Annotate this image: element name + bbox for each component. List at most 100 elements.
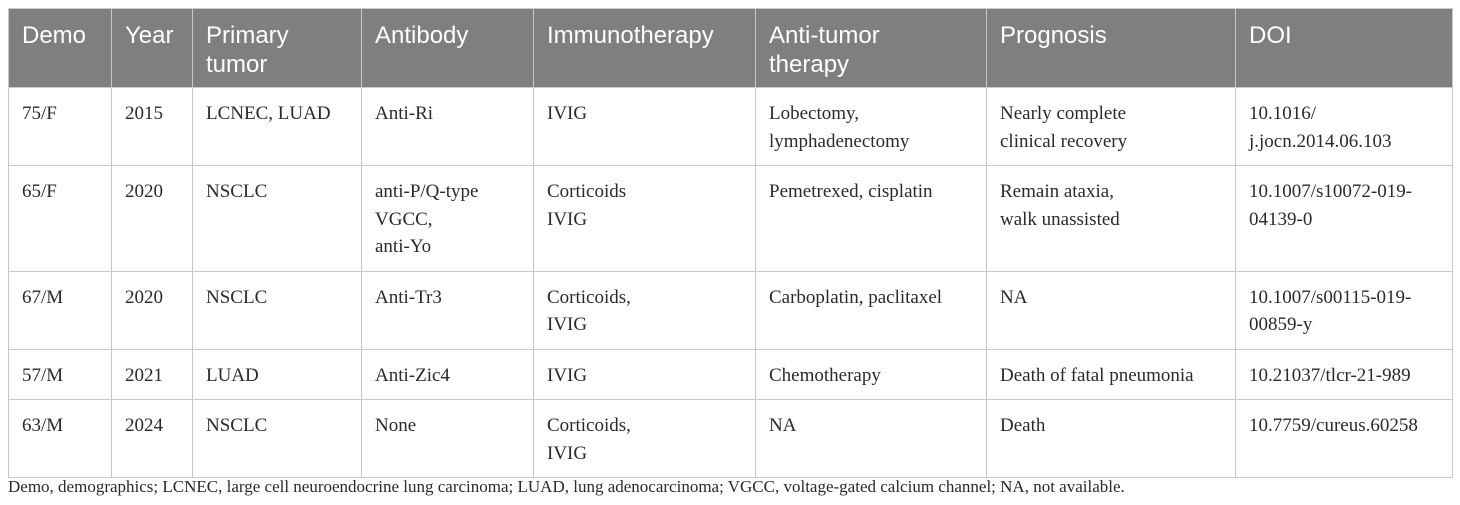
cell-text-line: 10.1007/s00115-019- bbox=[1249, 286, 1412, 308]
cell-antibody: Anti-Ri bbox=[361, 87, 534, 166]
cell-doi: 10.21037/tlcr-21-989 bbox=[1235, 348, 1453, 400]
table-row: 65/F 2020 NSCLC anti-P/Q-type VGCC, anti-Y… bbox=[8, 165, 1453, 272]
cell-text-line: j.jocn.2014.06.103 bbox=[1249, 130, 1392, 152]
cell-text-line: None bbox=[375, 415, 417, 436]
cell-text-line: Pemetrexed, cisplatin bbox=[769, 181, 933, 202]
table-row: 57/M 2021 LUAD Anti-Zic4 IVIG Chemothera… bbox=[8, 348, 1453, 400]
header-text-line: Demo bbox=[22, 22, 87, 49]
cell-text-line: LUAD bbox=[206, 364, 259, 386]
header-row: Demo Year Primary tumor Antibody Immunoth… bbox=[8, 8, 1453, 88]
cell-immunotherapy: Corticoids IVIG bbox=[533, 165, 756, 272]
cell-text-line: VGCC, bbox=[375, 208, 433, 230]
cell-text-line: NA bbox=[1000, 286, 1028, 308]
cell-text-line: Corticoids bbox=[547, 181, 627, 202]
cell-year: 2021 bbox=[111, 348, 193, 400]
cell-anti-tumor-therapy: Carboplatin, paclitaxel bbox=[755, 270, 987, 350]
table-header: Demo Year Primary tumor Antibody Immunoth… bbox=[8, 8, 1453, 88]
cell-text-line: walk unassisted bbox=[1000, 208, 1120, 230]
header-text-line: Antibody bbox=[375, 22, 469, 49]
cell-text-line: Chemotherapy bbox=[769, 364, 881, 386]
cell-primary-tumor: LUAD bbox=[192, 348, 362, 400]
cell-text-line: NSCLC bbox=[206, 286, 268, 308]
cell-primary-tumor: NSCLC bbox=[192, 270, 362, 350]
cell-text-line: IVIG bbox=[547, 442, 588, 464]
case-reports-table: Demo Year Primary tumor Antibody Immunoth… bbox=[8, 8, 1453, 478]
cell-text-line: 10.7759/cureus.60258 bbox=[1249, 415, 1418, 436]
cell-antibody: anti-P/Q-type VGCC, anti-Yo bbox=[361, 165, 534, 272]
cell-text-line: Anti-Zic4 bbox=[375, 364, 450, 386]
cell-antibody: Anti-Tr3 bbox=[361, 270, 534, 350]
cell-anti-tumor-therapy: NA bbox=[755, 399, 987, 478]
cell-immunotherapy: IVIG bbox=[533, 348, 756, 400]
cell-anti-tumor-therapy: Pemetrexed, cisplatin bbox=[755, 165, 987, 272]
cell-text-line: anti-Yo bbox=[375, 236, 432, 257]
cell-demo: 75/F bbox=[8, 87, 112, 166]
cell-anti-tumor-therapy: Lobectomy, lymphadenectomy bbox=[755, 87, 987, 166]
cell-year: 2020 bbox=[111, 165, 193, 272]
cell-text-line: Corticoids, bbox=[547, 415, 631, 436]
cell-text-line: clinical recovery bbox=[1000, 130, 1128, 152]
header-text-line: therapy bbox=[769, 51, 850, 78]
cell-text-line: Lobectomy, bbox=[769, 103, 860, 124]
cell-text-line: IVIG bbox=[547, 364, 588, 386]
cell-year: 2015 bbox=[111, 87, 193, 166]
cell-text-line: NSCLC bbox=[206, 415, 268, 436]
cell-demo: 65/F bbox=[8, 165, 112, 272]
cell-text-line: Anti-Tr3 bbox=[375, 286, 442, 308]
header-text-line: Anti-tumor bbox=[769, 22, 880, 49]
cell-text-line: 2020 bbox=[125, 286, 163, 308]
cell-text-line: Death bbox=[1000, 415, 1046, 436]
cell-doi: 10.1007/s00115-019- 00859-y bbox=[1235, 270, 1453, 350]
cell-text-line: 57/M bbox=[22, 364, 64, 386]
cell-text-line: 75/F bbox=[22, 103, 57, 124]
cell-text-line: 2024 bbox=[125, 415, 163, 436]
cell-primary-tumor: LCNEC, LUAD bbox=[192, 87, 362, 166]
cell-text-line: 10.21037/tlcr-21-989 bbox=[1249, 364, 1411, 386]
header-year: Year bbox=[111, 8, 193, 88]
cell-text-line: lymphadenectomy bbox=[769, 130, 910, 152]
cell-prognosis: NA bbox=[986, 270, 1236, 350]
cell-text-line: 10.1016/ bbox=[1249, 103, 1317, 124]
cell-text-line: IVIG bbox=[547, 103, 588, 124]
cell-text-line: 65/F bbox=[22, 181, 57, 202]
header-antibody: Antibody bbox=[361, 8, 534, 88]
header-text-line: DOI bbox=[1249, 22, 1292, 49]
cell-anti-tumor-therapy: Chemotherapy bbox=[755, 348, 987, 400]
cell-prognosis: Nearly complete clinical recovery bbox=[986, 87, 1236, 166]
cell-antibody: Anti-Zic4 bbox=[361, 348, 534, 400]
table-body: 75/F 2015 LCNEC, LUAD Anti-Ri IVIG Lobec… bbox=[8, 87, 1453, 478]
cell-text-line: Corticoids, bbox=[547, 286, 631, 308]
table-footnote: Demo, demographics; LCNEC, large cell ne… bbox=[8, 477, 1125, 496]
cell-text-line: IVIG bbox=[547, 314, 588, 335]
header-doi: DOI bbox=[1235, 8, 1453, 88]
cell-prognosis: Death of fatal pneumonia bbox=[986, 348, 1236, 400]
cell-text-line: 04139-0 bbox=[1249, 208, 1313, 230]
cell-text-line: Anti-Ri bbox=[375, 103, 434, 124]
header-demo: Demo bbox=[8, 8, 112, 88]
cell-text-line: 10.1007/s10072-019- bbox=[1249, 181, 1413, 202]
header-anti-tumor-therapy: Anti-tumor therapy bbox=[755, 8, 987, 88]
cell-prognosis: Remain ataxia, walk unassisted bbox=[986, 165, 1236, 272]
cell-text-line: 2021 bbox=[125, 364, 163, 386]
cell-year: 2020 bbox=[111, 270, 193, 350]
cell-text-line: NA bbox=[769, 415, 797, 436]
cell-text-line: Remain ataxia, bbox=[1000, 181, 1114, 202]
cell-prognosis: Death bbox=[986, 399, 1236, 478]
table-row: 75/F 2015 LCNEC, LUAD Anti-Ri IVIG Lobec… bbox=[8, 87, 1453, 166]
header-text-line: Primary bbox=[206, 22, 289, 49]
cell-immunotherapy: Corticoids, IVIG bbox=[533, 270, 756, 350]
cell-demo: 67/M bbox=[8, 270, 112, 350]
cell-doi: 10.7759/cureus.60258 bbox=[1235, 399, 1453, 478]
cell-text-line: LCNEC, LUAD bbox=[206, 103, 331, 124]
cell-year: 2024 bbox=[111, 399, 193, 478]
cell-text-line: Carboplatin, paclitaxel bbox=[769, 286, 943, 308]
cell-text-line: Death of fatal pneumonia bbox=[1000, 364, 1194, 386]
cell-immunotherapy: Corticoids, IVIG bbox=[533, 399, 756, 478]
cell-primary-tumor: NSCLC bbox=[192, 399, 362, 478]
cell-antibody: None bbox=[361, 399, 534, 478]
header-prognosis: Prognosis bbox=[986, 8, 1236, 88]
cell-text-line: 63/M bbox=[22, 415, 64, 436]
table-row: 63/M 2024 NSCLC None Corticoids, IVIG NA … bbox=[8, 399, 1453, 478]
cell-text-line: IVIG bbox=[547, 208, 588, 230]
cell-doi: 10.1007/s10072-019- 04139-0 bbox=[1235, 165, 1453, 272]
